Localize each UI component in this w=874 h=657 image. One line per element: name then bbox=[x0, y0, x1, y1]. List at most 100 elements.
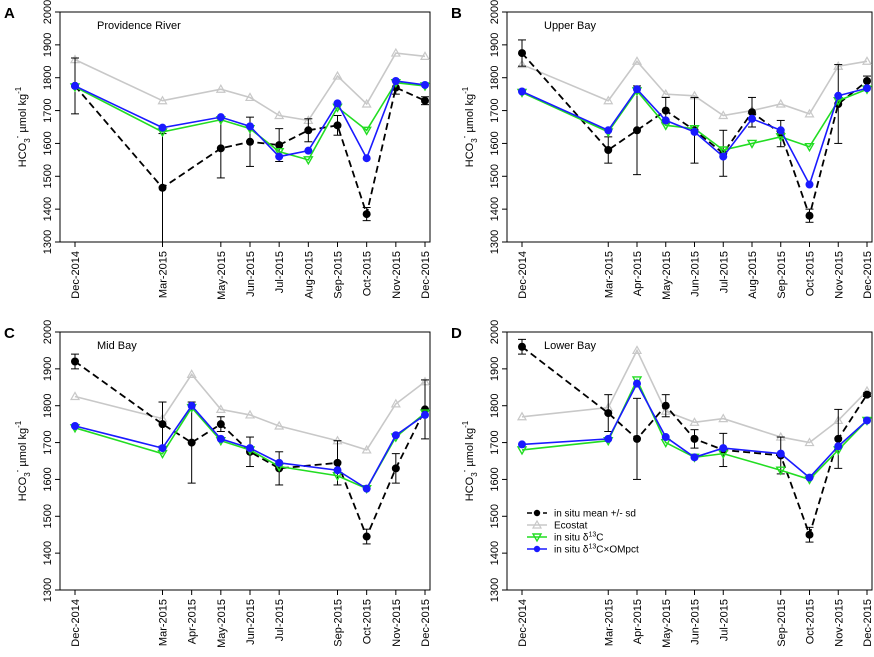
data-point-ecostat bbox=[804, 108, 815, 118]
y-axis-title-sub: 3 bbox=[470, 138, 479, 143]
x-tick-label: Nov-2015 bbox=[833, 251, 845, 299]
series-line-d13c bbox=[521, 88, 868, 151]
data-point-ecostat bbox=[631, 345, 643, 355]
legend-label-text: in situ mean +/- sd bbox=[554, 509, 636, 520]
x-tick-label: Oct-2015 bbox=[805, 599, 817, 644]
data-point-d13c bbox=[303, 156, 314, 166]
data-point-ompct bbox=[391, 431, 400, 440]
data-point-ecostat bbox=[516, 59, 528, 69]
y-tick-label: 1300 bbox=[489, 230, 501, 254]
y-axis-title-ion: - bbox=[13, 135, 22, 138]
data-point-ompct bbox=[246, 122, 254, 131]
data-point-ompct bbox=[421, 410, 429, 419]
series-line-ecostat bbox=[521, 348, 868, 444]
y-tick-label: 2000 bbox=[42, 320, 54, 344]
legend-label: in situ δ13C bbox=[554, 532, 604, 544]
plot-frame bbox=[59, 331, 431, 591]
data-point-insitu bbox=[187, 438, 196, 447]
data-point-ompct bbox=[805, 180, 814, 189]
data-point-d13c bbox=[718, 146, 729, 156]
data-point-insitu bbox=[518, 342, 526, 351]
legend-item-ecostat: Ecostat bbox=[527, 519, 588, 532]
data-point-ompct bbox=[661, 116, 670, 125]
y-axis-title-unit: µmol kg bbox=[464, 94, 476, 136]
data-point-insitu bbox=[391, 464, 400, 473]
panel-D: 1300 1400 1500 1600 1700 1800 1900 2000 HCO3- µm… bbox=[451, 320, 874, 648]
data-point-ecostat bbox=[186, 369, 197, 378]
data-point-insitu bbox=[333, 458, 342, 467]
data-point-ecostat bbox=[631, 56, 643, 65]
x-tick-label: Dec-2014 bbox=[70, 599, 82, 647]
data-point-ompct bbox=[633, 379, 641, 388]
data-point-ompct bbox=[748, 114, 756, 123]
data-point-ompct bbox=[421, 80, 429, 89]
series-line-ompct bbox=[74, 80, 426, 161]
x-tick-label: Dec-2015 bbox=[420, 251, 432, 299]
series-line-ecostat bbox=[74, 373, 426, 451]
data-point-ompct bbox=[71, 81, 79, 90]
y-tick-label: 1500 bbox=[42, 164, 54, 188]
data-point-ompct bbox=[776, 449, 785, 458]
legend-label-text: C bbox=[596, 533, 603, 544]
y-axis-title-unit: µmol kg bbox=[17, 94, 29, 136]
series-line-d13c bbox=[74, 81, 426, 161]
data-point-ompct bbox=[71, 421, 79, 430]
series-line-insitu bbox=[74, 360, 426, 539]
data-point-ecostat bbox=[274, 420, 285, 430]
series-ecostat bbox=[69, 369, 431, 454]
legend-label: Ecostat bbox=[554, 521, 588, 532]
x-tick-label: Dec-2015 bbox=[862, 251, 874, 299]
panel-title: Lower Bay bbox=[544, 340, 596, 352]
y-axis-title-unit: µmol kg bbox=[464, 428, 476, 470]
y-tick-label: 1400 bbox=[42, 541, 54, 565]
data-point-ompct bbox=[518, 87, 526, 96]
data-point-ecostat bbox=[215, 404, 226, 413]
panel-C: 1300 1400 1500 1600 1700 1800 1900 2000 HCO3- µm… bbox=[4, 320, 432, 648]
data-point-d13c bbox=[804, 143, 815, 153]
y-axis-title: HCO3- µmol kg-1 bbox=[460, 420, 479, 501]
data-point-ompct bbox=[333, 99, 342, 108]
panel-B: 1300 1400 1500 1600 1700 1800 1900 2000 HCO3- µm… bbox=[451, 0, 874, 300]
data-point-ompct bbox=[187, 401, 196, 410]
data-point-ecostat bbox=[332, 70, 343, 80]
y-tick-label: 1300 bbox=[42, 578, 54, 602]
y-axis-title-unit-sup: -1 bbox=[461, 86, 470, 94]
data-point-d13c bbox=[775, 466, 786, 476]
y-axis-title-ion: - bbox=[460, 469, 469, 472]
legend-label-text: in situ δ bbox=[554, 545, 589, 556]
y-tick-label: 1500 bbox=[489, 504, 501, 528]
y-tick-label: 1700 bbox=[42, 98, 54, 122]
x-tick-label: Dec-2014 bbox=[517, 599, 529, 647]
data-point-insitu bbox=[216, 144, 225, 153]
data-point-insitu bbox=[518, 49, 526, 58]
y-tick-label: 1600 bbox=[489, 131, 501, 155]
series-ompct bbox=[518, 379, 871, 482]
y-axis-title-unit-sup: -1 bbox=[14, 420, 23, 428]
data-point-ecostat bbox=[861, 56, 873, 65]
x-tick-label: Sep-2015 bbox=[333, 599, 345, 647]
data-point-insitu bbox=[805, 530, 814, 539]
data-point-ompct bbox=[158, 444, 167, 453]
data-point-ecostat bbox=[361, 444, 372, 454]
plot-frame bbox=[506, 11, 873, 243]
plot-frame bbox=[506, 331, 873, 591]
data-point-insitu bbox=[863, 77, 871, 85]
x-tick-label: Nov-2015 bbox=[391, 251, 403, 299]
x-tick-label: Apr-2015 bbox=[632, 599, 644, 644]
y-tick-label: 1700 bbox=[489, 430, 501, 454]
y-tick-label: 2000 bbox=[489, 0, 501, 24]
series-insitu bbox=[71, 353, 429, 545]
legend-item-insitu: in situ mean +/- sd bbox=[527, 509, 636, 520]
data-point-insitu bbox=[304, 126, 313, 135]
y-tick-label: 2000 bbox=[42, 0, 54, 24]
data-point-insitu bbox=[362, 210, 371, 219]
data-point-ompct bbox=[834, 442, 843, 451]
panel-letter: C bbox=[4, 325, 15, 342]
y-tick-label: 1800 bbox=[489, 65, 501, 89]
x-tick-label: Apr-2015 bbox=[632, 251, 644, 296]
legend-item-ompct: in situ δ13C×OMpct bbox=[527, 544, 639, 556]
x-tick-label: Jul-2015 bbox=[274, 251, 286, 293]
data-point-insitu bbox=[421, 96, 429, 105]
